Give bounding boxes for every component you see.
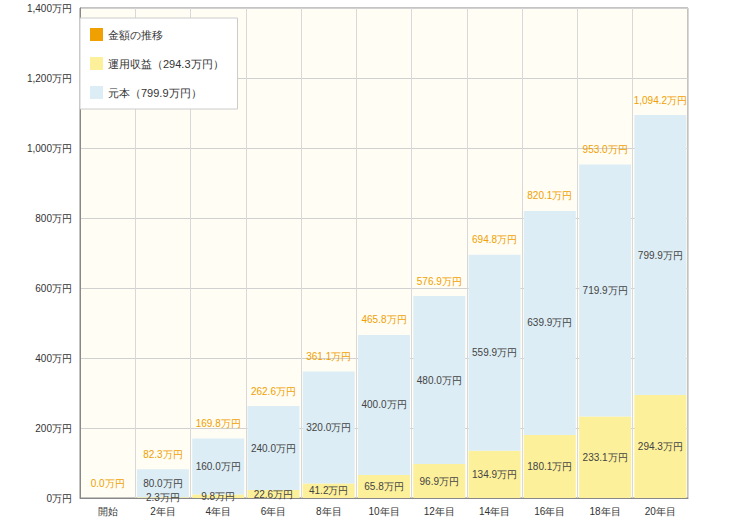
svg-text:20年目: 20年目 — [645, 506, 676, 517]
svg-text:2年目: 2年目 — [150, 506, 176, 517]
svg-text:元本（799.9万円）: 元本（799.9万円） — [108, 87, 202, 99]
svg-text:240.0万円: 240.0万円 — [251, 443, 296, 454]
svg-text:運用収益（294.3万円）: 運用収益（294.3万円） — [108, 58, 224, 70]
svg-text:799.9万円: 799.9万円 — [638, 250, 683, 261]
svg-text:160.0万円: 160.0万円 — [196, 461, 241, 472]
svg-text:1,200万円: 1,200万円 — [27, 73, 72, 84]
svg-text:576.9万円: 576.9万円 — [417, 276, 462, 287]
svg-text:180.1万円: 180.1万円 — [527, 461, 572, 472]
svg-text:694.8万円: 694.8万円 — [472, 234, 517, 245]
svg-text:639.9万円: 639.9万円 — [527, 317, 572, 328]
svg-text:465.8万円: 465.8万円 — [361, 314, 406, 325]
svg-text:400.0万円: 400.0万円 — [361, 399, 406, 410]
svg-text:12年目: 12年目 — [424, 506, 455, 517]
svg-text:953.0万円: 953.0万円 — [583, 144, 628, 155]
svg-text:80.0万円: 80.0万円 — [143, 478, 182, 489]
svg-text:4年目: 4年目 — [205, 506, 231, 517]
svg-text:2.3万円: 2.3万円 — [146, 492, 180, 503]
svg-text:0.0万円: 0.0万円 — [91, 478, 125, 489]
svg-text:金額の推移: 金額の推移 — [108, 29, 163, 41]
svg-text:14年目: 14年目 — [479, 506, 510, 517]
svg-text:22.6万円: 22.6万円 — [254, 489, 293, 500]
svg-text:600万円: 600万円 — [35, 283, 72, 294]
svg-text:82.3万円: 82.3万円 — [143, 449, 182, 460]
svg-text:320.0万円: 320.0万円 — [306, 422, 351, 433]
svg-text:134.9万円: 134.9万円 — [472, 469, 517, 480]
svg-text:16年目: 16年目 — [534, 506, 565, 517]
svg-text:96.9万円: 96.9万円 — [420, 476, 459, 487]
svg-text:294.3万円: 294.3万円 — [638, 441, 683, 452]
svg-text:233.1万円: 233.1万円 — [583, 452, 628, 463]
svg-text:400万円: 400万円 — [35, 353, 72, 364]
svg-text:9.8万円: 9.8万円 — [201, 491, 235, 502]
svg-text:200万円: 200万円 — [35, 423, 72, 434]
svg-text:169.8万円: 169.8万円 — [196, 418, 241, 429]
svg-text:10年目: 10年目 — [368, 506, 399, 517]
svg-text:559.9万円: 559.9万円 — [472, 347, 517, 358]
svg-text:1,000万円: 1,000万円 — [27, 143, 72, 154]
svg-text:1,094.2万円: 1,094.2万円 — [634, 95, 687, 106]
svg-text:18年目: 18年目 — [590, 506, 621, 517]
svg-text:480.0万円: 480.0万円 — [417, 375, 462, 386]
svg-text:6年目: 6年目 — [261, 506, 287, 517]
svg-text:719.9万円: 719.9万円 — [583, 285, 628, 296]
svg-text:65.8万円: 65.8万円 — [364, 481, 403, 492]
svg-text:820.1万円: 820.1万円 — [527, 190, 572, 201]
svg-text:開始: 開始 — [98, 506, 118, 517]
svg-text:1,400万円: 1,400万円 — [27, 3, 72, 14]
svg-text:361.1万円: 361.1万円 — [306, 351, 351, 362]
svg-text:262.6万円: 262.6万円 — [251, 386, 296, 397]
svg-text:8年目: 8年目 — [316, 506, 342, 517]
svg-text:0万円: 0万円 — [46, 493, 72, 504]
svg-text:800万円: 800万円 — [35, 213, 72, 224]
svg-text:41.2万円: 41.2万円 — [309, 485, 348, 496]
